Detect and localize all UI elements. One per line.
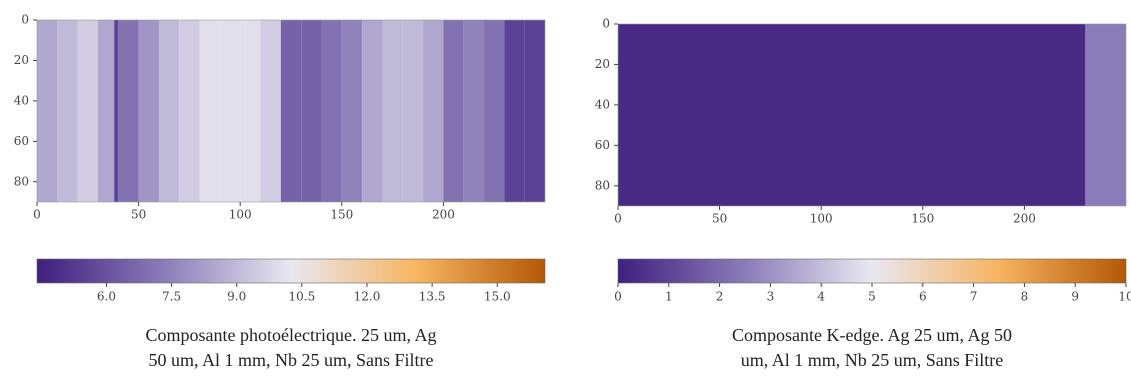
colorbar-tick-label: 0 [614,290,622,304]
heatmap-cell [484,20,505,202]
y-tick-label: 20 [14,53,29,67]
heatmap-cell [114,20,119,202]
plot-frame [617,23,1127,207]
x-tick-label: 100 [810,212,833,226]
colorbar-tick-label: 6.0 [97,290,116,304]
caption: um, Al 1 mm, Nb 25 um, Sans Filtre [741,350,1004,370]
heatmap-cell [402,20,424,202]
heatmap-cell [280,20,302,202]
colorbar-tick-label: 7 [970,290,978,304]
colorbar-tick-label: 12.0 [354,290,381,304]
x-tick-label: 200 [432,208,455,222]
colorbar-tick-label: 10.5 [288,290,315,304]
heatmap-cell [260,20,281,202]
y-tick-label: 40 [14,93,29,107]
heatmap-cell [504,20,525,202]
y-tick-label: 0 [602,17,610,31]
colorbar [617,258,1127,284]
x-tick-label: 150 [330,208,353,222]
colorbar-tick-label: 9.0 [227,290,246,304]
x-tick-label: 150 [911,212,934,226]
heatmap-cell [37,20,58,202]
caption: Composante K-edge. Ag 25 um, Ag 50 [732,325,1012,345]
y-tick-label: 60 [595,138,610,152]
x-tick-label: 0 [33,208,41,222]
y-tick-label: 40 [595,97,610,111]
x-tick-label: 100 [229,208,252,222]
heatmap-cell [1085,24,1126,206]
heatmap-cell [382,20,403,202]
heatmap-cell [219,20,241,202]
heatmap-cell [199,20,220,202]
heatmap-cell [179,20,200,202]
colorbar-tick-label: 9 [1071,290,1079,304]
x-tick-label: 50 [131,208,146,222]
colorbar-tick-label: 10 [1118,290,1131,304]
y-tick-label: 80 [14,174,29,188]
x-tick-label: 50 [712,212,727,226]
caption: 50 um, Al 1 mm, Nb 25 um, Sans Filtre [148,350,433,370]
x-tick-label: 0 [614,212,622,226]
heatmap-cell [301,20,322,202]
y-tick-label: 0 [21,13,29,27]
colorbar-tick-label: 7.5 [162,290,181,304]
colorbar [36,258,546,284]
heatmap-cell [138,20,159,202]
colorbar-tick-label: 3 [767,290,775,304]
x-tick-label: 200 [1013,212,1036,226]
plot-frame [36,19,546,203]
y-tick-label: 20 [595,57,610,71]
colorbar-tick-label: 4 [817,290,825,304]
colorbar-tick-label: 13.5 [419,290,446,304]
colorbar-tick-label: 1 [665,290,673,304]
heatmap-cell [443,20,464,202]
colorbar-tick-label: 6 [919,290,927,304]
heatmap-cell [158,20,180,202]
heatmap-cell [57,20,78,202]
colorbar-tick-label: 15.0 [484,290,511,304]
y-tick-label: 80 [595,178,610,192]
heatmap-cell [118,20,139,202]
heatmap-cell [321,20,342,202]
y-tick-label: 60 [14,134,29,148]
heatmap-cell [240,20,261,202]
heatmap-cell [463,20,485,202]
colorbar-tick-label: 2 [716,290,724,304]
heatmap-cell [362,20,383,202]
colorbar-tick-label: 5 [868,290,876,304]
heatmap-cell [618,24,1086,206]
heatmap-cell [77,20,98,202]
heatmap-cell [423,20,444,202]
caption: Composante photoélectrique. 25 um, Ag [146,325,437,345]
heatmap-cell [97,20,115,202]
heatmap-cell [341,20,363,202]
colorbar-tick-label: 8 [1021,290,1029,304]
heatmap-cell [524,20,545,202]
